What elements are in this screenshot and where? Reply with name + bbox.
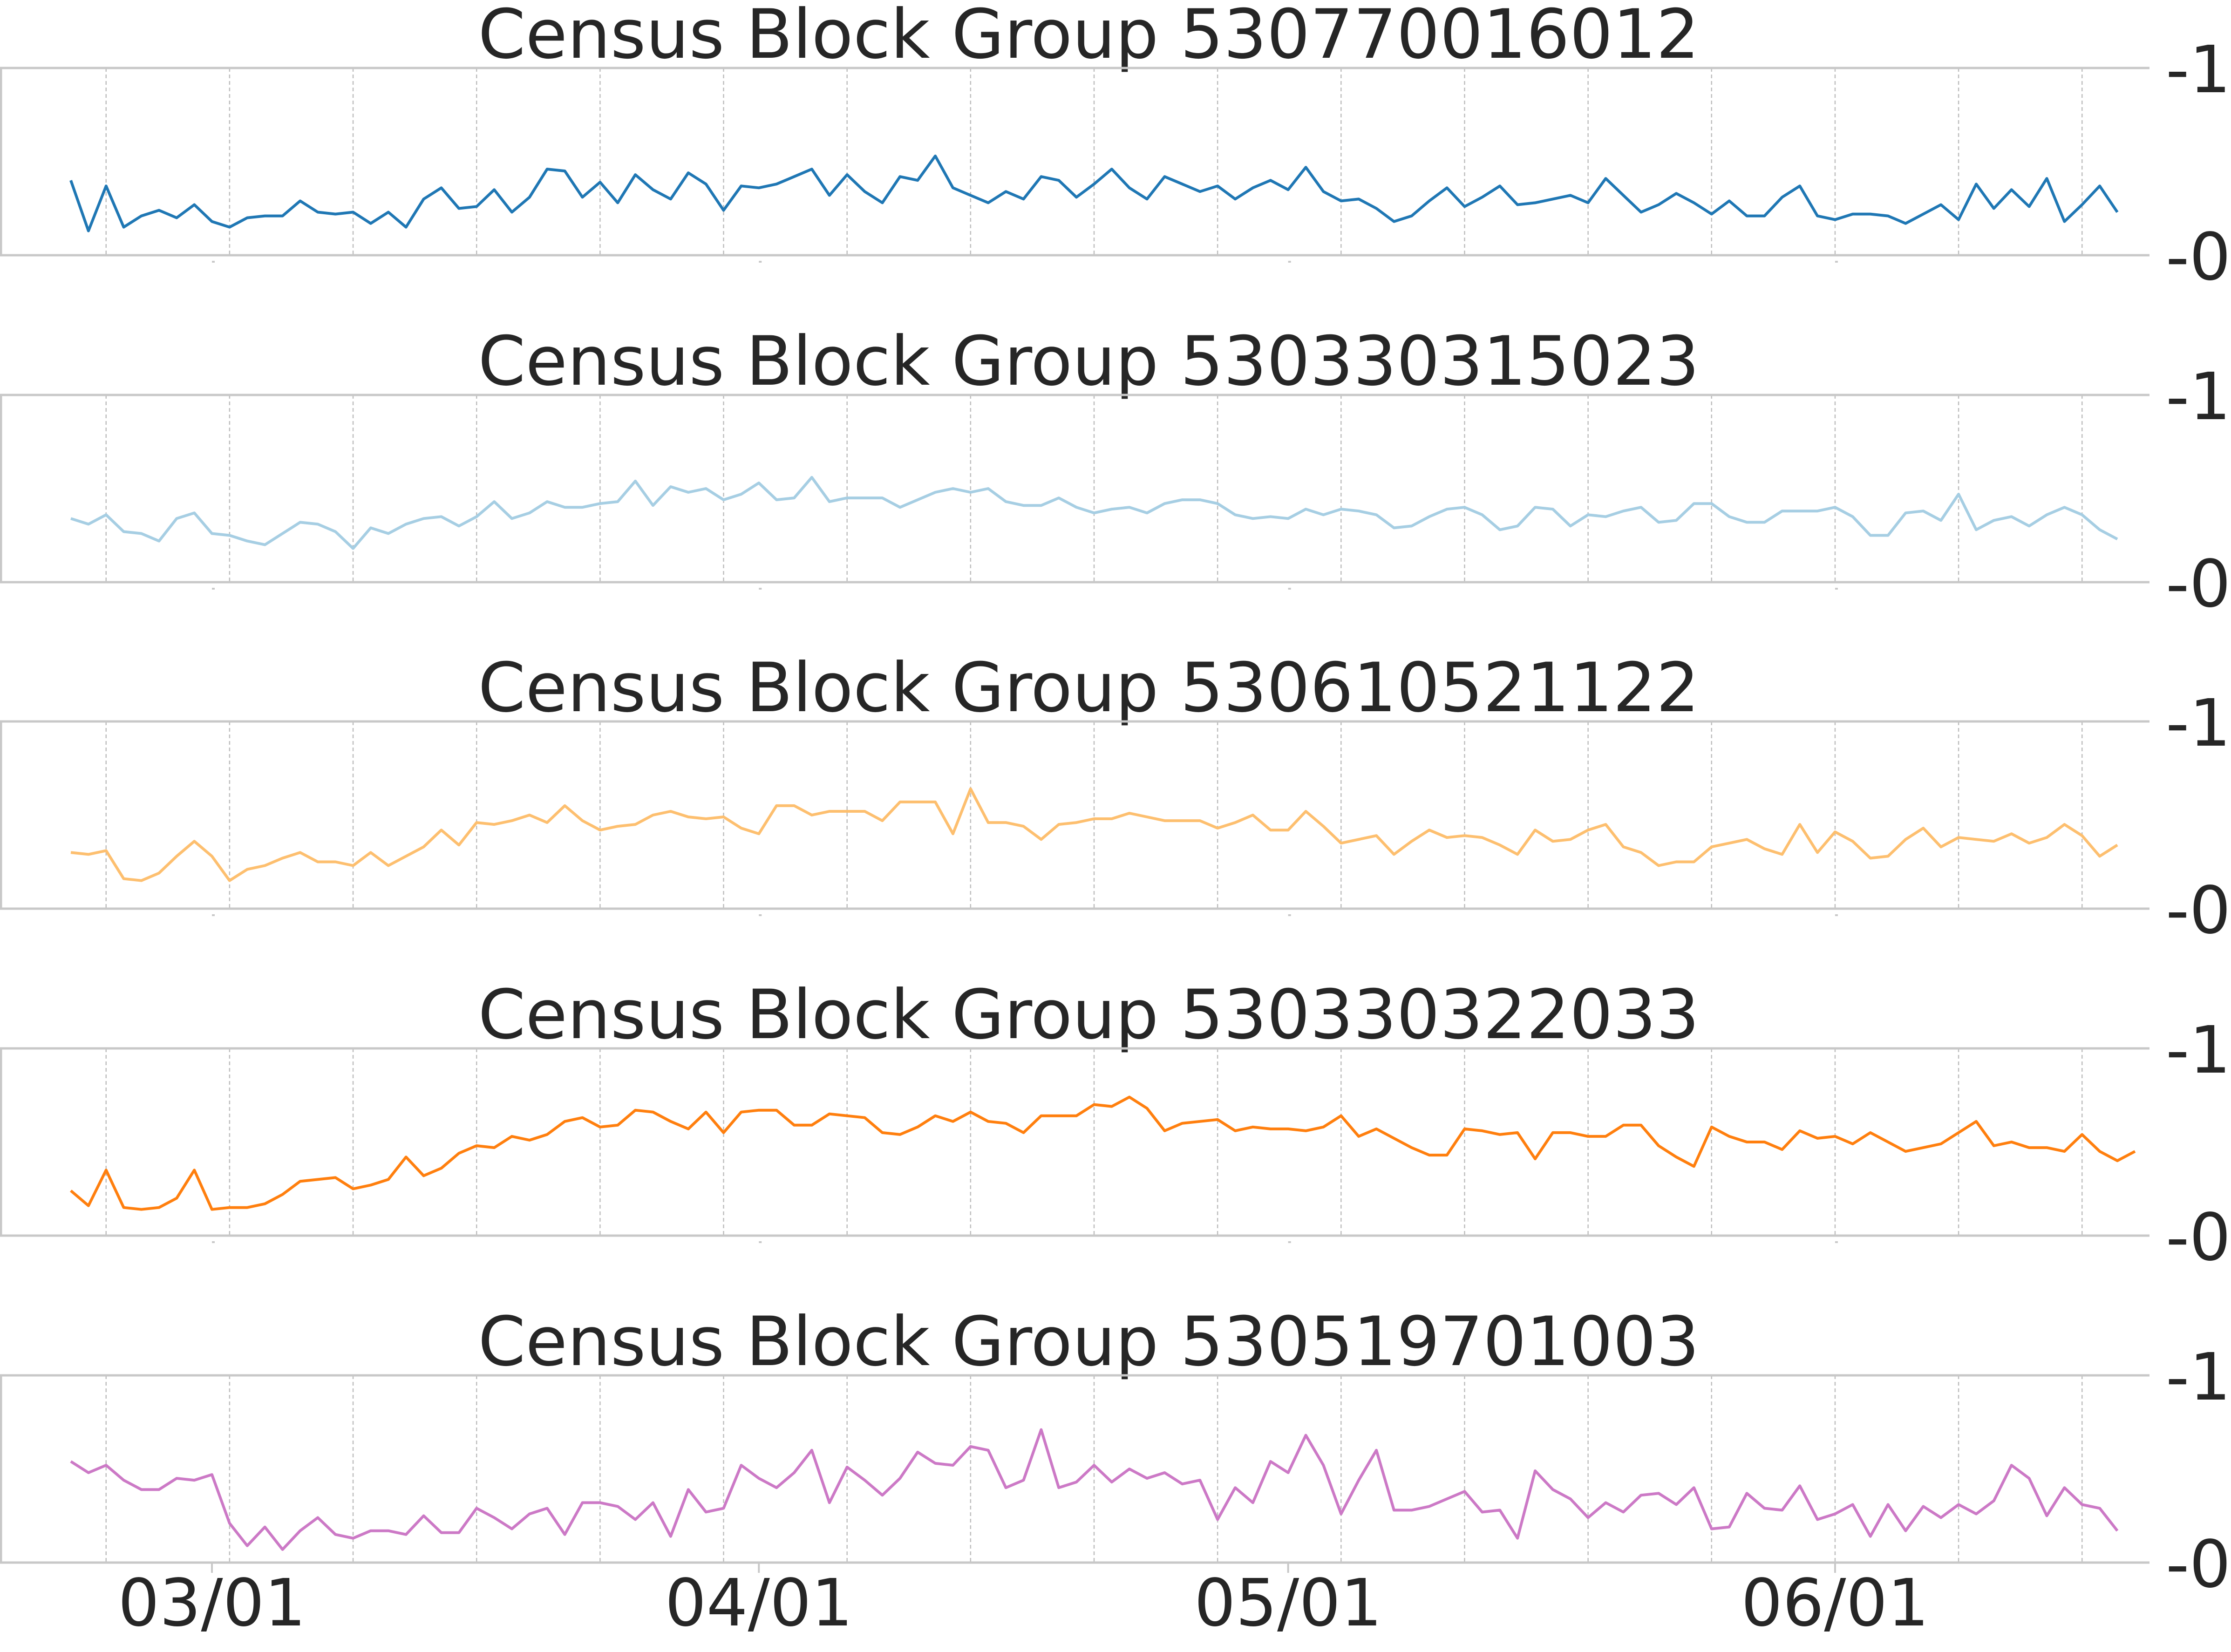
series-line [69, 154, 2119, 232]
panel-5: Census Block Group 530519701003 -1 -0 [0, 1302, 2231, 1603]
y-tick-label: -1 [2166, 1013, 2231, 1088]
y-tick-label: -0 [2166, 1527, 2231, 1603]
y-tick-label: -0 [2166, 546, 2231, 622]
series-line [70, 1428, 2119, 1551]
y-tick-label: -1 [2166, 359, 2231, 435]
panel-title: Census Block Group 530330322033 [478, 975, 1699, 1054]
series-line [70, 476, 2118, 550]
panel-title: Census Block Group 530330315023 [478, 322, 1699, 401]
y-tick-label: -1 [2166, 32, 2231, 108]
panel-title: Census Block Group 530610521122 [478, 648, 1699, 727]
x-tick-label: 03/01 [118, 1565, 306, 1641]
panel-title: Census Block Group 530770016012 [478, 0, 1699, 74]
x-tick-label: 04/01 [665, 1565, 853, 1641]
panel-title: Census Block Group 530519701003 [478, 1302, 1699, 1381]
panel-4: Census Block Group 530330322033 -1 -0 [0, 975, 2231, 1276]
x-tick-label: 06/01 [1741, 1565, 1929, 1641]
panel-3: Census Block Group 530610521122 -1 -0 [0, 648, 2231, 949]
y-tick-label: -0 [2166, 873, 2231, 949]
y-tick-label: -1 [2166, 686, 2231, 761]
y-tick-label: -0 [2166, 1200, 2231, 1276]
panel-1: Census Block Group 530770016012 -1 -0 [0, 0, 2231, 295]
y-tick-label: -1 [2166, 1339, 2231, 1415]
series-line [70, 787, 2118, 882]
x-tick-label: 05/01 [1194, 1565, 1382, 1641]
series-line [70, 1095, 2136, 1211]
panel-2: Census Block Group 530330315023 -1 -0 [0, 322, 2231, 622]
y-tick-label: -0 [2166, 219, 2231, 295]
